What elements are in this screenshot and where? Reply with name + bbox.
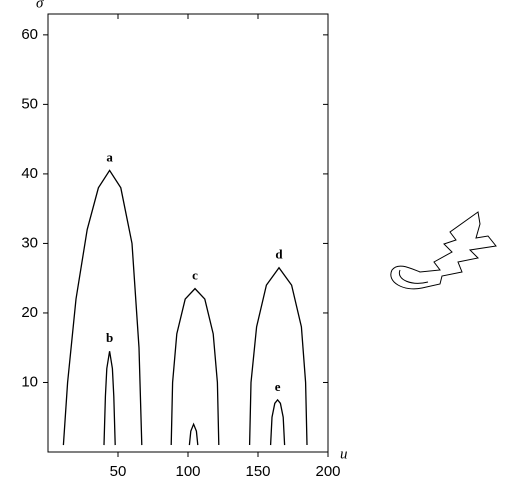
- curve-label: e: [275, 379, 281, 394]
- curve-label: c: [192, 268, 198, 283]
- arch-line: [170, 287, 220, 446]
- glyph: [390, 211, 497, 290]
- arch-line: [188, 422, 199, 446]
- curve-label: d: [275, 247, 283, 262]
- x-tick-label: 50: [110, 463, 127, 480]
- curve-label: a: [106, 149, 113, 164]
- y-tick-label: 10: [21, 373, 38, 390]
- y-tick-label: 30: [21, 234, 38, 251]
- y-tick-label: 50: [21, 95, 38, 112]
- y-tick-label: 40: [21, 165, 38, 182]
- y-tick-label: 20: [21, 304, 38, 321]
- x-tick-label: 150: [245, 463, 270, 480]
- arch-line: [103, 351, 116, 446]
- curve-label: b: [106, 330, 113, 345]
- x-tick-label: 100: [175, 463, 200, 480]
- y-axis-label: σ: [36, 0, 44, 11]
- x-axis-label: u: [340, 446, 348, 462]
- y-tick-label: 60: [21, 26, 38, 43]
- x-tick-label: 200: [315, 463, 340, 480]
- arch-line: [248, 266, 308, 446]
- arch-line: [269, 398, 286, 446]
- plot-frame: [47, 13, 329, 453]
- arch-line: [62, 169, 143, 446]
